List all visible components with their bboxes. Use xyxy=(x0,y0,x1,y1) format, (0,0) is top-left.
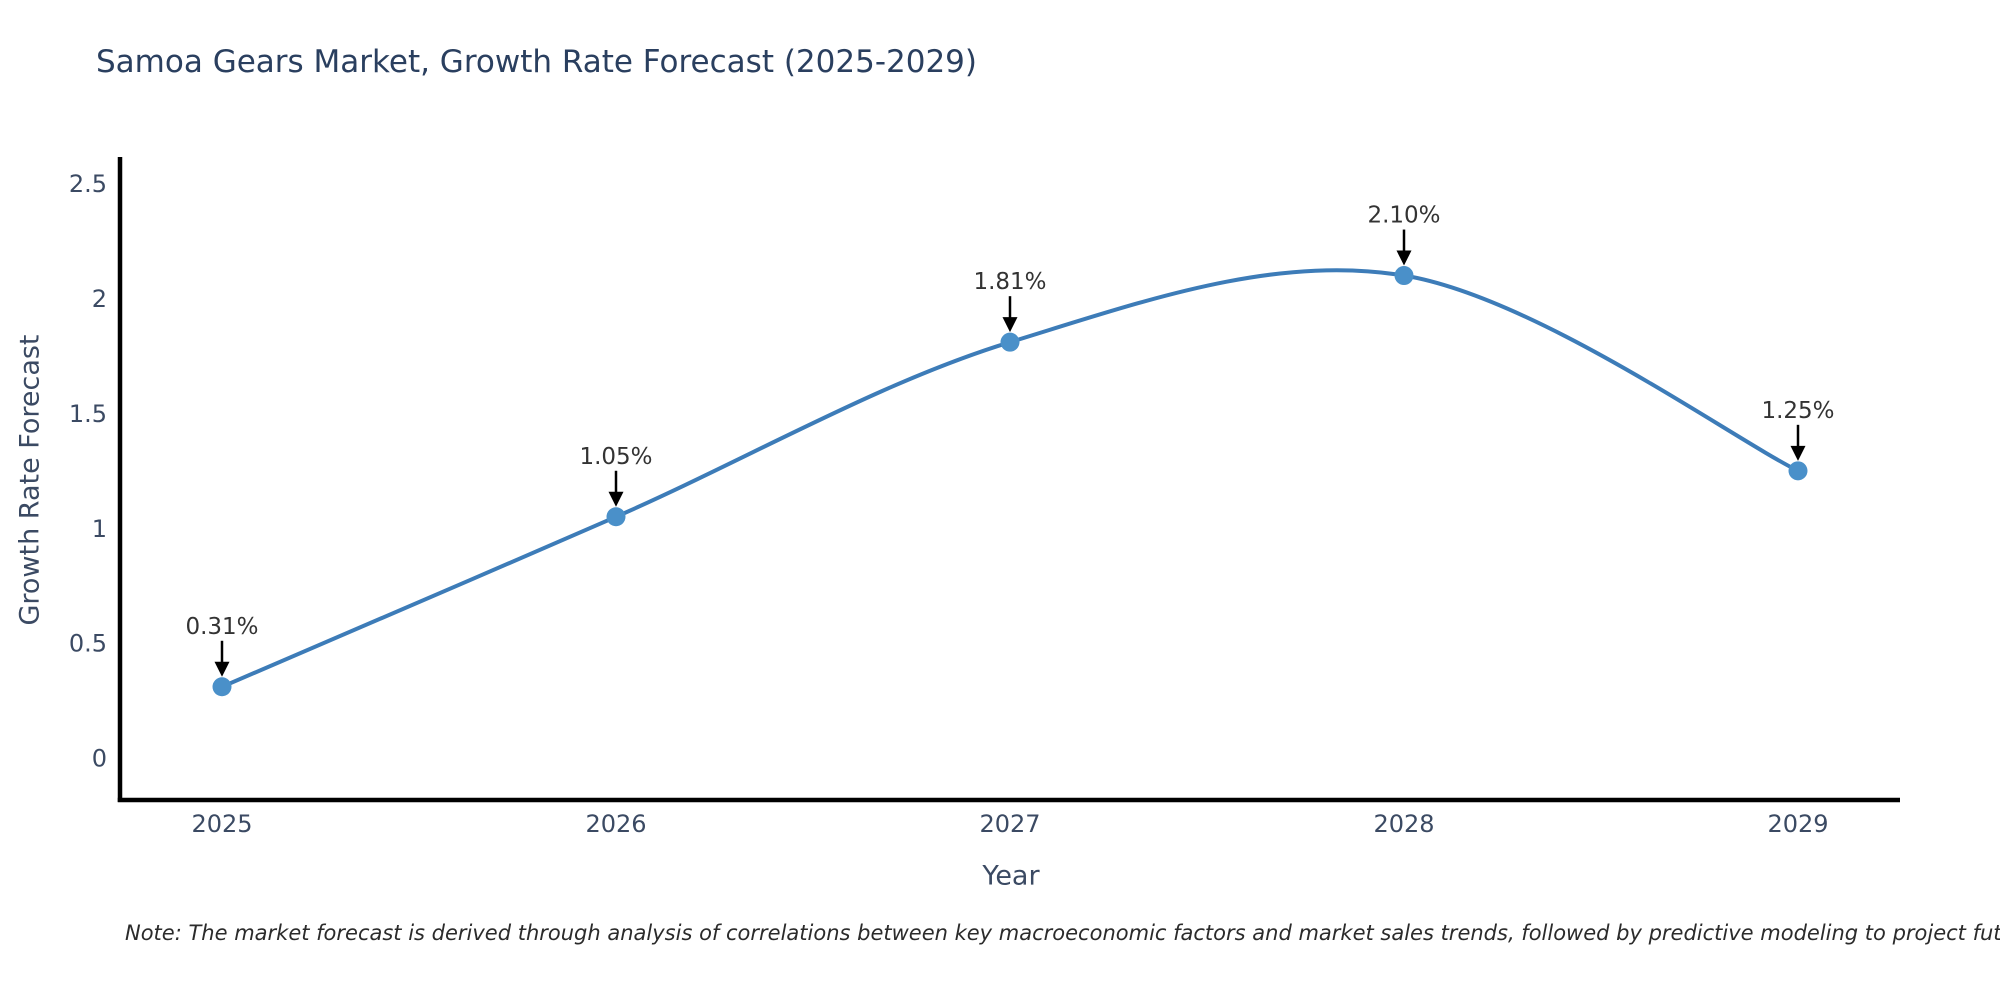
point-value-label: 2.10% xyxy=(1367,203,1440,229)
x-axis-tick-labels: 2025 2026 2027 2028 2029 xyxy=(191,810,1828,838)
data-point-marker xyxy=(212,677,232,697)
point-value-label: 0.31% xyxy=(185,614,258,640)
y-tick-label: 0.5 xyxy=(69,630,107,658)
x-tick-label: 2027 xyxy=(979,810,1040,838)
annotation-arrow-head xyxy=(214,661,230,677)
x-tick-label: 2029 xyxy=(1767,810,1828,838)
annotation-arrow-head xyxy=(1002,317,1018,333)
growth-rate-series xyxy=(212,266,1808,697)
data-point-marker xyxy=(1394,266,1414,286)
y-tick-label: 0 xyxy=(92,745,107,773)
data-point-marker xyxy=(1000,332,1020,352)
x-axis-title: Year xyxy=(982,860,1040,892)
x-tick-label: 2025 xyxy=(191,810,252,838)
y-tick-label: 1.5 xyxy=(69,400,107,428)
x-tick-label: 2028 xyxy=(1373,810,1434,838)
annotation-arrow-head xyxy=(1790,445,1806,461)
point-value-label: 1.25% xyxy=(1761,398,1834,424)
annotation-arrow-head xyxy=(1396,250,1412,266)
point-value-label: 1.05% xyxy=(579,444,652,470)
point-value-label: 1.81% xyxy=(973,269,1046,295)
y-tick-label: 2 xyxy=(92,285,107,313)
y-axis-tick-labels: 0 0.5 1 1.5 2 2.5 xyxy=(69,170,107,772)
y-tick-label: 1 xyxy=(92,515,107,543)
data-point-marker xyxy=(606,507,626,527)
point-annotations: 0.31% 1.05% 1.81% 2.10% 1.25% xyxy=(185,203,1835,677)
chart-title: Samoa Gears Market, Growth Rate Forecast… xyxy=(96,44,977,80)
annotation-arrow-head xyxy=(608,491,624,507)
data-point-marker xyxy=(1788,461,1808,481)
y-tick-label: 2.5 xyxy=(69,170,107,198)
x-tick-label: 2026 xyxy=(585,810,646,838)
footnote-text: Note: The market forecast is derived thr… xyxy=(125,921,2000,945)
